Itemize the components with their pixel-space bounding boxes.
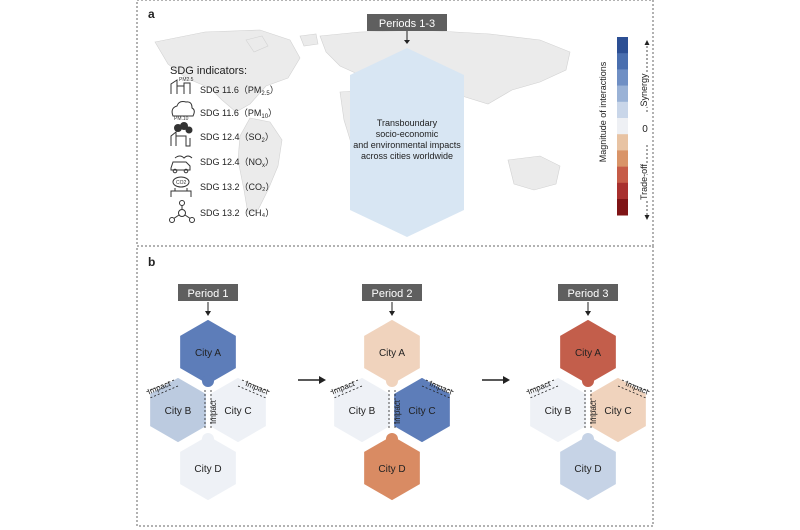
city-c-hexagon (392, 376, 452, 444)
city-d-hexagon (362, 434, 422, 502)
indicator-label: SDG 11.6（PM10） (200, 108, 277, 120)
puzzle-knob (202, 433, 214, 445)
city-a-label: City A (575, 348, 601, 359)
puzzle-knob (582, 433, 594, 445)
colorbar-segment (617, 150, 628, 167)
city-b-hexagon (148, 376, 208, 444)
colorbar-zero-label: 0 (642, 124, 648, 135)
city-b-hexagon (332, 376, 392, 444)
city-b-label: City B (349, 406, 376, 417)
arrowhead (404, 40, 410, 44)
puzzle-knob (582, 375, 594, 387)
city-b-label: City B (545, 406, 572, 417)
city-a-label: City A (195, 348, 221, 359)
period-transition-arrow (298, 376, 326, 384)
city-d-label: City D (378, 464, 405, 475)
city-c-hexagon (588, 376, 648, 444)
svg-text:PM2.5: PM2.5 (179, 77, 194, 83)
indicators-title: SDG indicators: (170, 65, 247, 77)
panel-b-frame (136, 245, 654, 527)
city-c-label: City C (224, 406, 251, 417)
so2-factory-icon (170, 122, 193, 147)
impact-label: Impact (209, 399, 218, 424)
nox-car-icon (170, 155, 193, 174)
indicator-label: SDG 11.6（PM2.5） (200, 85, 279, 97)
arrowhead (205, 311, 211, 316)
period-header-text: Period 3 (568, 288, 609, 300)
period-header-box (362, 284, 422, 301)
svg-text:CO2: CO2 (176, 180, 187, 186)
svg-text:PM.10: PM.10 (174, 116, 189, 122)
periods-header-box (367, 14, 447, 31)
colorbar-segment (617, 166, 628, 184)
svg-text:socio-economic: socio-economic (376, 129, 439, 139)
city-c-label: City C (408, 406, 435, 417)
colorbar-segment (617, 118, 628, 135)
period-header-box (178, 284, 238, 301)
svg-text:across cities worldwide: across cities worldwide (361, 151, 453, 161)
impact-label: Impact (393, 399, 402, 424)
arrowhead (389, 311, 395, 316)
colorbar (617, 37, 628, 216)
pm25-icon: PM2.5 (170, 77, 194, 94)
center-text: Transboundary socio-economic and environ… (353, 118, 461, 161)
impact-label: Impact (589, 399, 598, 424)
colorbar-axis-label: Magnitude of interactions (598, 61, 608, 162)
colorbar-segment (617, 69, 628, 86)
indicator-label: SDG 13.2（CH₄） (200, 208, 274, 218)
synergy-label: Synergy (639, 73, 649, 107)
pm10-cloud-icon: PM.10 (171, 101, 195, 122)
period-header-text: Period 1 (188, 288, 229, 300)
city-d-label: City D (574, 464, 601, 475)
colorbar-segment (617, 101, 628, 119)
colorbar-segment (617, 85, 628, 103)
colorbar-segment (617, 182, 628, 200)
panel-a-label: a (148, 7, 155, 21)
impact-arrow-down: Impact (584, 390, 598, 430)
city-d-label: City D (194, 464, 221, 475)
city-c-label: City C (604, 406, 631, 417)
indicator-label: SDG 12.4（SO2） (200, 132, 274, 144)
impact-arrow-down: Impact (204, 390, 218, 430)
colorbar-segment (617, 37, 628, 54)
tradeoff-label: Trade-off (639, 163, 649, 200)
svg-text:and environmental impacts: and environmental impacts (353, 140, 461, 150)
puzzle-knob (386, 375, 398, 387)
puzzle-knob (202, 375, 214, 387)
city-a-label: City A (379, 348, 405, 359)
city-d-hexagon (558, 434, 618, 502)
arrowhead (585, 311, 591, 316)
impact-arrow-down: Impact (388, 390, 402, 430)
period-groups: Period 1 City A City B City C City D Impact Im… (145, 284, 650, 502)
colorbar-segment (617, 53, 628, 70)
period-header-text: Period 2 (372, 288, 413, 300)
svg-text:Transboundary: Transboundary (377, 118, 438, 128)
ch4-molecule-icon (169, 200, 195, 223)
city-b-label: City B (165, 406, 192, 417)
city-d-hexagon (178, 434, 238, 502)
co2-factory-icon: CO2 (170, 176, 192, 197)
tradeoff-arrowhead (644, 215, 650, 220)
colorbar-segment (617, 199, 628, 216)
colorbar-segment (617, 134, 628, 151)
synergy-arrowhead (644, 40, 650, 45)
indicator-label: SDG 12.4（NOx） (200, 157, 274, 169)
city-c-hexagon (208, 376, 268, 444)
city-b-hexagon (528, 376, 588, 444)
period-header-box (558, 284, 618, 301)
puzzle-knob (386, 433, 398, 445)
indicator-label: SDG 13.2（CO₂） (200, 182, 275, 192)
panel-b-label: b (148, 255, 155, 269)
center-hexagon-stack (350, 48, 464, 237)
periods-header-text: Periods 1-3 (379, 18, 435, 30)
period-transition-arrow (482, 376, 510, 384)
